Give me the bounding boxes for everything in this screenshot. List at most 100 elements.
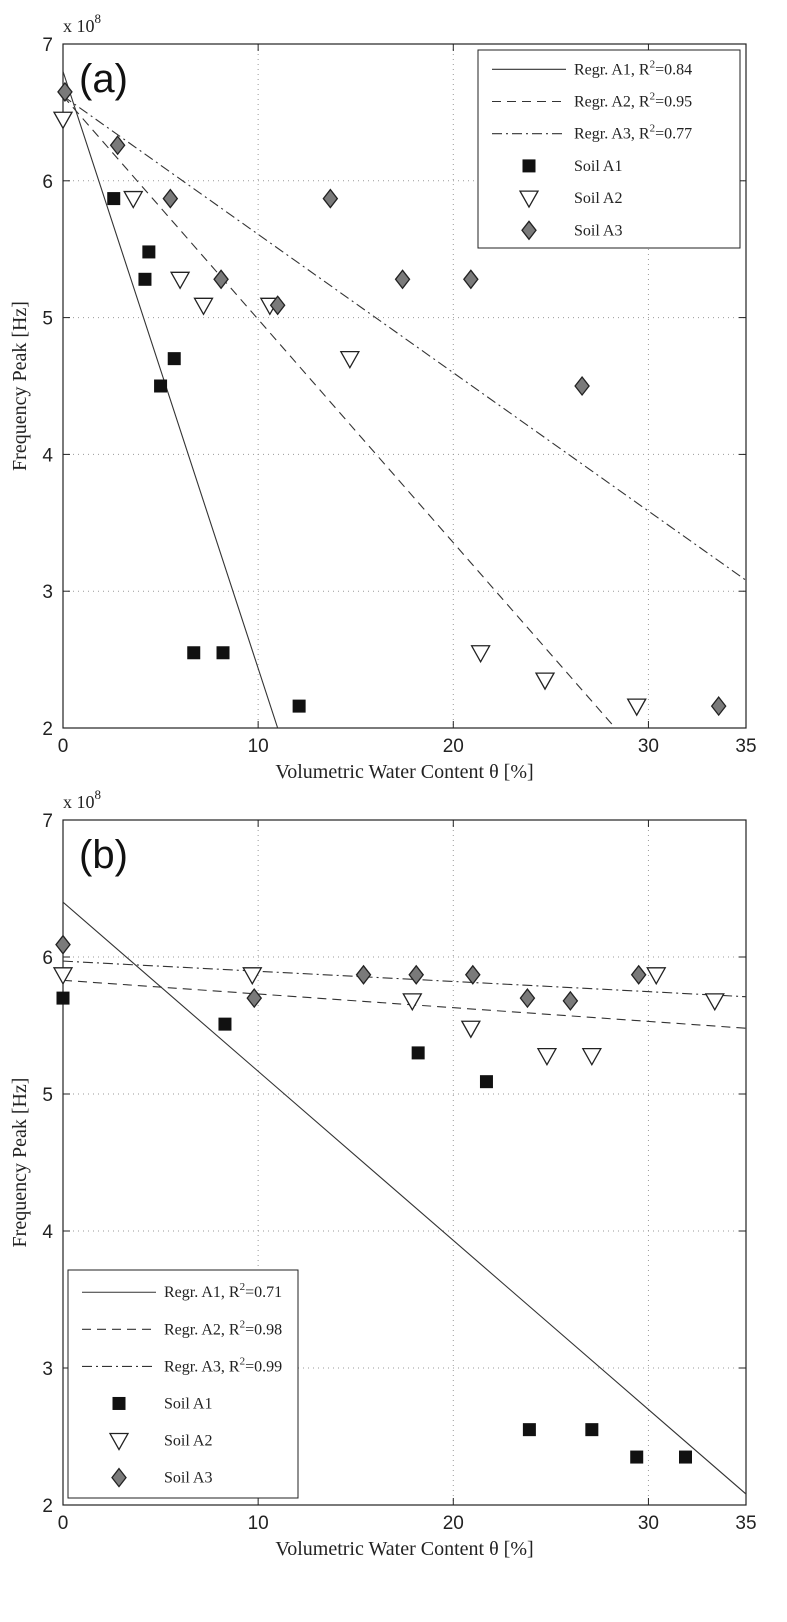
legend-superscript: 2	[240, 1281, 246, 1293]
chart-panel-a: 0 10 20 30 35 2 3 4 5 6 7 x 108 Volumetric Water Con…	[9, 11, 757, 783]
legend-r2-value: =0.99	[245, 1358, 282, 1375]
legend-label-soil-a3: Soil A3	[164, 1470, 212, 1487]
plot-frame	[62, 819, 747, 1506]
y-scale-base: x 10	[63, 792, 95, 812]
data-point-soil-a1	[56, 991, 70, 1005]
data-point-soil-a1	[411, 1046, 425, 1060]
data-point-soil-a3	[269, 295, 286, 316]
legend-label-soil-a2: Soil A2	[164, 1433, 212, 1450]
data-point-soil-a2	[402, 993, 423, 1012]
data-point-soil-a1	[218, 1017, 232, 1031]
y-tick-label: 7	[42, 35, 53, 56]
x-tick-label: 10	[248, 1513, 269, 1534]
x-axis-label: Volumetric Water Content θ [%]	[275, 1538, 533, 1560]
data-point-soil-a3	[57, 81, 73, 102]
data-point-soil-a1	[522, 1423, 536, 1437]
legend-marker-soil-a3	[521, 220, 537, 241]
y-tick-label: 6	[42, 948, 53, 969]
data-point-soil-a2	[123, 190, 144, 209]
data-point-soil-a3	[464, 964, 481, 985]
y-scale-label: x 108	[63, 787, 101, 812]
legend-label-regr-a1: Regr. A1, R2=0.71	[164, 1281, 282, 1301]
data-point-soil-a1	[630, 1450, 644, 1464]
data-point-soil-a3	[213, 269, 229, 290]
x-tick-label: 30	[638, 1513, 659, 1534]
legend-marker-soil-a1	[112, 1396, 126, 1410]
legend-box	[67, 1269, 299, 1499]
y-scale-label: x 108	[63, 11, 101, 36]
legend-marker-soil-a2	[108, 1432, 130, 1451]
legend-superscript: 2	[240, 1355, 246, 1367]
data-point-soil-a1	[142, 245, 156, 259]
y-tick-label: 5	[42, 309, 53, 330]
y-scale-base: x 10	[63, 16, 95, 36]
panel-label: (a)	[79, 57, 128, 101]
data-point-soil-a3	[162, 188, 179, 209]
data-point-soil-a3	[630, 964, 647, 985]
data-point-soil-a2	[242, 967, 263, 986]
regression-line-a1	[63, 71, 279, 728]
legend-label-regr-a3: Regr. A3, R2=0.99	[164, 1355, 282, 1375]
legend-marker-soil-a2	[518, 190, 540, 209]
x-axis-label: Volumetric Water Content θ [%]	[275, 761, 533, 783]
legend-superscript: 2	[240, 1318, 246, 1330]
data-point-soil-a3	[408, 964, 425, 985]
x-tick-label: 10	[248, 736, 269, 757]
y-scale-exponent: 8	[95, 787, 102, 802]
data-point-soil-a3	[355, 964, 372, 985]
x-tick-label: 35	[735, 1513, 756, 1534]
data-point-soil-a2	[52, 111, 74, 130]
data-point-soil-a2	[339, 350, 360, 369]
data-point-soil-a1	[679, 1450, 693, 1464]
data-point-soil-a3	[322, 188, 339, 209]
data-point-soil-a3	[710, 696, 727, 717]
data-point-soil-a1	[154, 379, 168, 393]
data-point-soil-a2	[704, 993, 725, 1012]
data-point-soil-a2	[626, 698, 647, 717]
data-point-soil-a1	[216, 646, 230, 660]
legend-regr-name: Regr. A1, R	[574, 61, 650, 78]
chart-panel-b: 0 10 20 30 35 2 3 4 5 6 7 x 108 Volumetric Water Con…	[9, 787, 757, 1560]
legend-label-regr-a1: Regr. A1, R2=0.84	[574, 58, 692, 78]
legend-r2-value: =0.71	[245, 1284, 282, 1301]
y-tick-label: 4	[42, 445, 53, 466]
legend-label-regr-a3: Regr. A3, R2=0.77	[574, 123, 692, 143]
data-point-soil-a3	[463, 269, 479, 290]
legend-label-soil-a3: Soil A3	[574, 222, 622, 239]
data-point-soil-a2	[460, 1020, 481, 1039]
data-point-soil-a3	[519, 988, 536, 1009]
data-point-soil-a3	[562, 990, 579, 1011]
legend-regr-name: Regr. A3, R	[164, 1358, 240, 1375]
legend-r2-value: =0.84	[655, 61, 692, 78]
legend-label-soil-a1: Soil A1	[164, 1395, 212, 1412]
legend-box	[477, 49, 741, 249]
legend-r2-value: =0.98	[245, 1321, 282, 1338]
data-point-soil-a2	[470, 645, 491, 664]
legend-label-soil-a2: Soil A2	[574, 190, 622, 207]
data-point-soil-a3	[394, 269, 411, 290]
data-point-soil-a3	[574, 375, 590, 397]
data-point-soil-a2	[169, 271, 191, 290]
legend-regr-name: Regr. A2, R	[164, 1321, 240, 1338]
plot-frame	[62, 43, 747, 729]
y-tick-label: 3	[42, 1359, 53, 1380]
legend-superscript: 2	[650, 91, 656, 103]
legend-regr-name: Regr. A1, R	[164, 1284, 240, 1301]
data-point-soil-a2	[52, 967, 74, 986]
data-point-soil-a2	[193, 297, 214, 316]
data-point-soil-a3	[109, 135, 126, 156]
data-point-soil-a2	[534, 672, 556, 691]
legend-marker-soil-a3	[111, 1467, 127, 1488]
x-tick-label: 0	[58, 1513, 69, 1534]
legend-label-regr-a2: Regr. A2, R2=0.98	[164, 1318, 282, 1338]
y-tick-label: 4	[42, 1222, 53, 1243]
legend-r2-value: =0.95	[655, 94, 692, 111]
y-tick-label: 2	[42, 1496, 53, 1517]
data-point-soil-a1	[479, 1075, 493, 1089]
x-tick-label: 20	[443, 1513, 464, 1534]
legend-superscript: 2	[650, 123, 656, 135]
panel-label: (b)	[79, 833, 128, 877]
